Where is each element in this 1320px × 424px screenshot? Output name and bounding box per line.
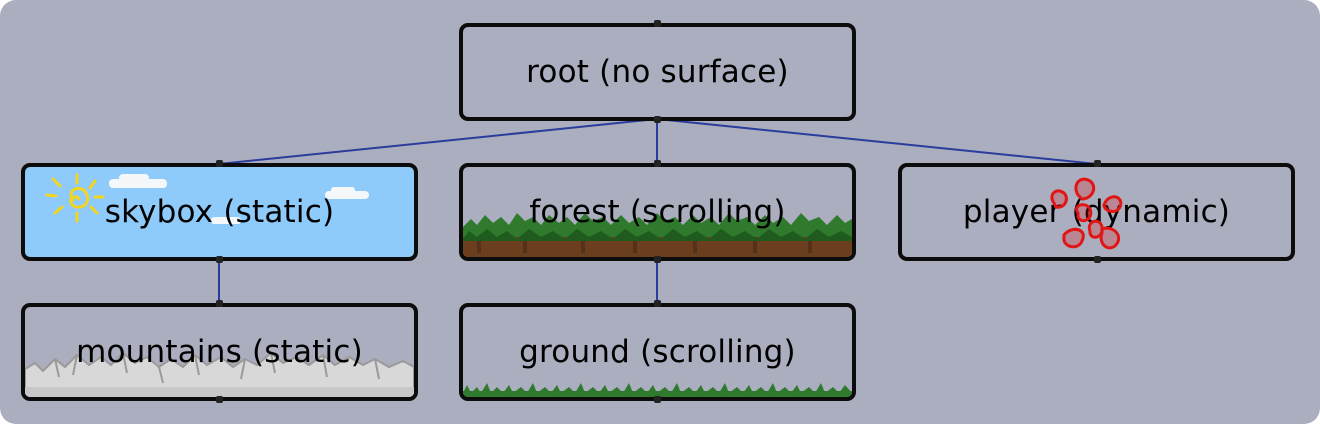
port-forest-bottom [654, 256, 661, 263]
port-player-bottom [1094, 256, 1101, 263]
node-root-label: root (no surface) [526, 54, 789, 90]
port-root-bottom [654, 116, 661, 123]
mountains-illustration [25, 351, 414, 397]
port-player-top [1094, 160, 1101, 167]
sun-icon [45, 173, 105, 223]
port-root-top [654, 20, 661, 27]
node-ground[interactable]: ground (scrolling) [459, 303, 856, 401]
player-sprite-icon [1050, 177, 1123, 250]
node-player-label: player (dynamic) [962, 194, 1231, 230]
port-mountains-top [216, 300, 223, 307]
forest-illustration [463, 213, 852, 257]
node-skybox[interactable]: skybox (static) [21, 163, 418, 261]
sky-illustration [109, 174, 369, 224]
cloud [109, 174, 369, 224]
port-ground-top [654, 300, 661, 307]
node-mountains-label: mountains (static) [76, 334, 363, 370]
port-forest-top [654, 160, 661, 167]
grass-illustration [463, 383, 852, 397]
node-forest[interactable]: forest (scrolling) [459, 163, 856, 261]
edge-root-skybox [218, 118, 658, 165]
node-forest-label: forest (scrolling) [529, 194, 786, 230]
node-skybox-label: skybox (static) [104, 194, 335, 230]
port-ground-bottom [654, 396, 661, 403]
node-root[interactable]: root (no surface) [459, 23, 856, 121]
edge-root-player [656, 118, 1098, 165]
port-mountains-bottom [216, 396, 223, 403]
node-ground-label: ground (scrolling) [519, 334, 796, 370]
port-skybox-bottom [216, 256, 223, 263]
port-skybox-top [216, 160, 223, 167]
node-mountains[interactable]: mountains (static) [21, 303, 418, 401]
node-player[interactable]: player (dynamic) [898, 163, 1295, 261]
